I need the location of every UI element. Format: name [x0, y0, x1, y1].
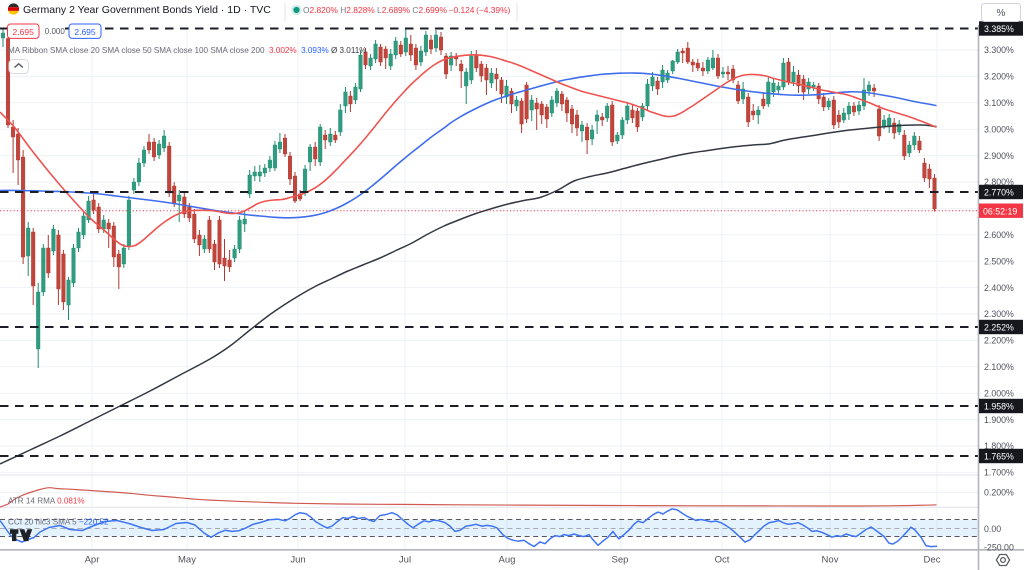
svg-text:3.000%: 3.000% [984, 124, 1014, 134]
svg-text:2.400%: 2.400% [984, 283, 1014, 293]
svg-text:1.800%: 1.800% [984, 441, 1014, 451]
svg-text:2.000%: 2.000% [984, 388, 1014, 398]
svg-text:1.900%: 1.900% [984, 415, 1014, 425]
svg-text:2.695: 2.695 [74, 27, 96, 37]
svg-text:0.000: 0.000 [45, 27, 66, 36]
svg-text:May: May [178, 555, 196, 566]
svg-text:1.765%: 1.765% [984, 451, 1014, 461]
svg-text:Dec: Dec [924, 555, 941, 566]
svg-text:2.770%: 2.770% [984, 187, 1014, 197]
svg-text:1.700%: 1.700% [984, 468, 1014, 478]
svg-text:2.500%: 2.500% [984, 256, 1014, 266]
svg-text:3.200%: 3.200% [984, 72, 1014, 82]
svg-text:2.300%: 2.300% [984, 309, 1014, 319]
svg-text:Nov: Nov [822, 555, 839, 566]
svg-text:2.200%: 2.200% [984, 336, 1014, 346]
svg-text:Sep: Sep [612, 555, 629, 566]
svg-text:2.100%: 2.100% [984, 362, 1014, 372]
svg-text:CCI 20 hlc3 SMA 5 −220.52: CCI 20 hlc3 SMA 5 −220.52 [8, 518, 109, 527]
svg-text:Aug: Aug [499, 555, 516, 566]
svg-text:06:52:19: 06:52:19 [983, 206, 1017, 216]
svg-text:Apr: Apr [85, 555, 100, 566]
svg-text:2.252%: 2.252% [984, 322, 1014, 332]
svg-text:0.00: 0.00 [984, 524, 1001, 534]
svg-text:-250.00: -250.00 [984, 543, 1014, 553]
svg-text:3.385%: 3.385% [984, 24, 1014, 34]
svg-text:2.800%: 2.800% [984, 177, 1014, 187]
svg-text:MA Ribbon SMA close 20 SMA clo: MA Ribbon SMA close 20 SMA close 50 SMA … [8, 46, 366, 55]
svg-text:2.900%: 2.900% [984, 151, 1014, 161]
svg-text:3.100%: 3.100% [984, 98, 1014, 108]
svg-text:Germany 2 Year Government Bond: Germany 2 Year Government Bonds Yield · … [23, 4, 271, 16]
svg-text:2.695: 2.695 [13, 27, 35, 37]
svg-text:Jun: Jun [290, 555, 305, 566]
svg-text:O2.820% H2.828% L2.689% C2.699: O2.820% H2.828% L2.689% C2.699% −0.124 (… [303, 5, 511, 15]
svg-text:2.600%: 2.600% [984, 230, 1014, 240]
svg-text:%: % [997, 8, 1006, 19]
svg-text:0.200%: 0.200% [984, 488, 1014, 498]
svg-text:Oct: Oct [715, 555, 730, 566]
svg-text:3.300%: 3.300% [984, 45, 1014, 55]
svg-text:ATR 14 RMA 0.081%: ATR 14 RMA 0.081% [8, 497, 85, 506]
svg-text:Jul: Jul [399, 555, 411, 566]
svg-text:1.958%: 1.958% [984, 401, 1014, 411]
